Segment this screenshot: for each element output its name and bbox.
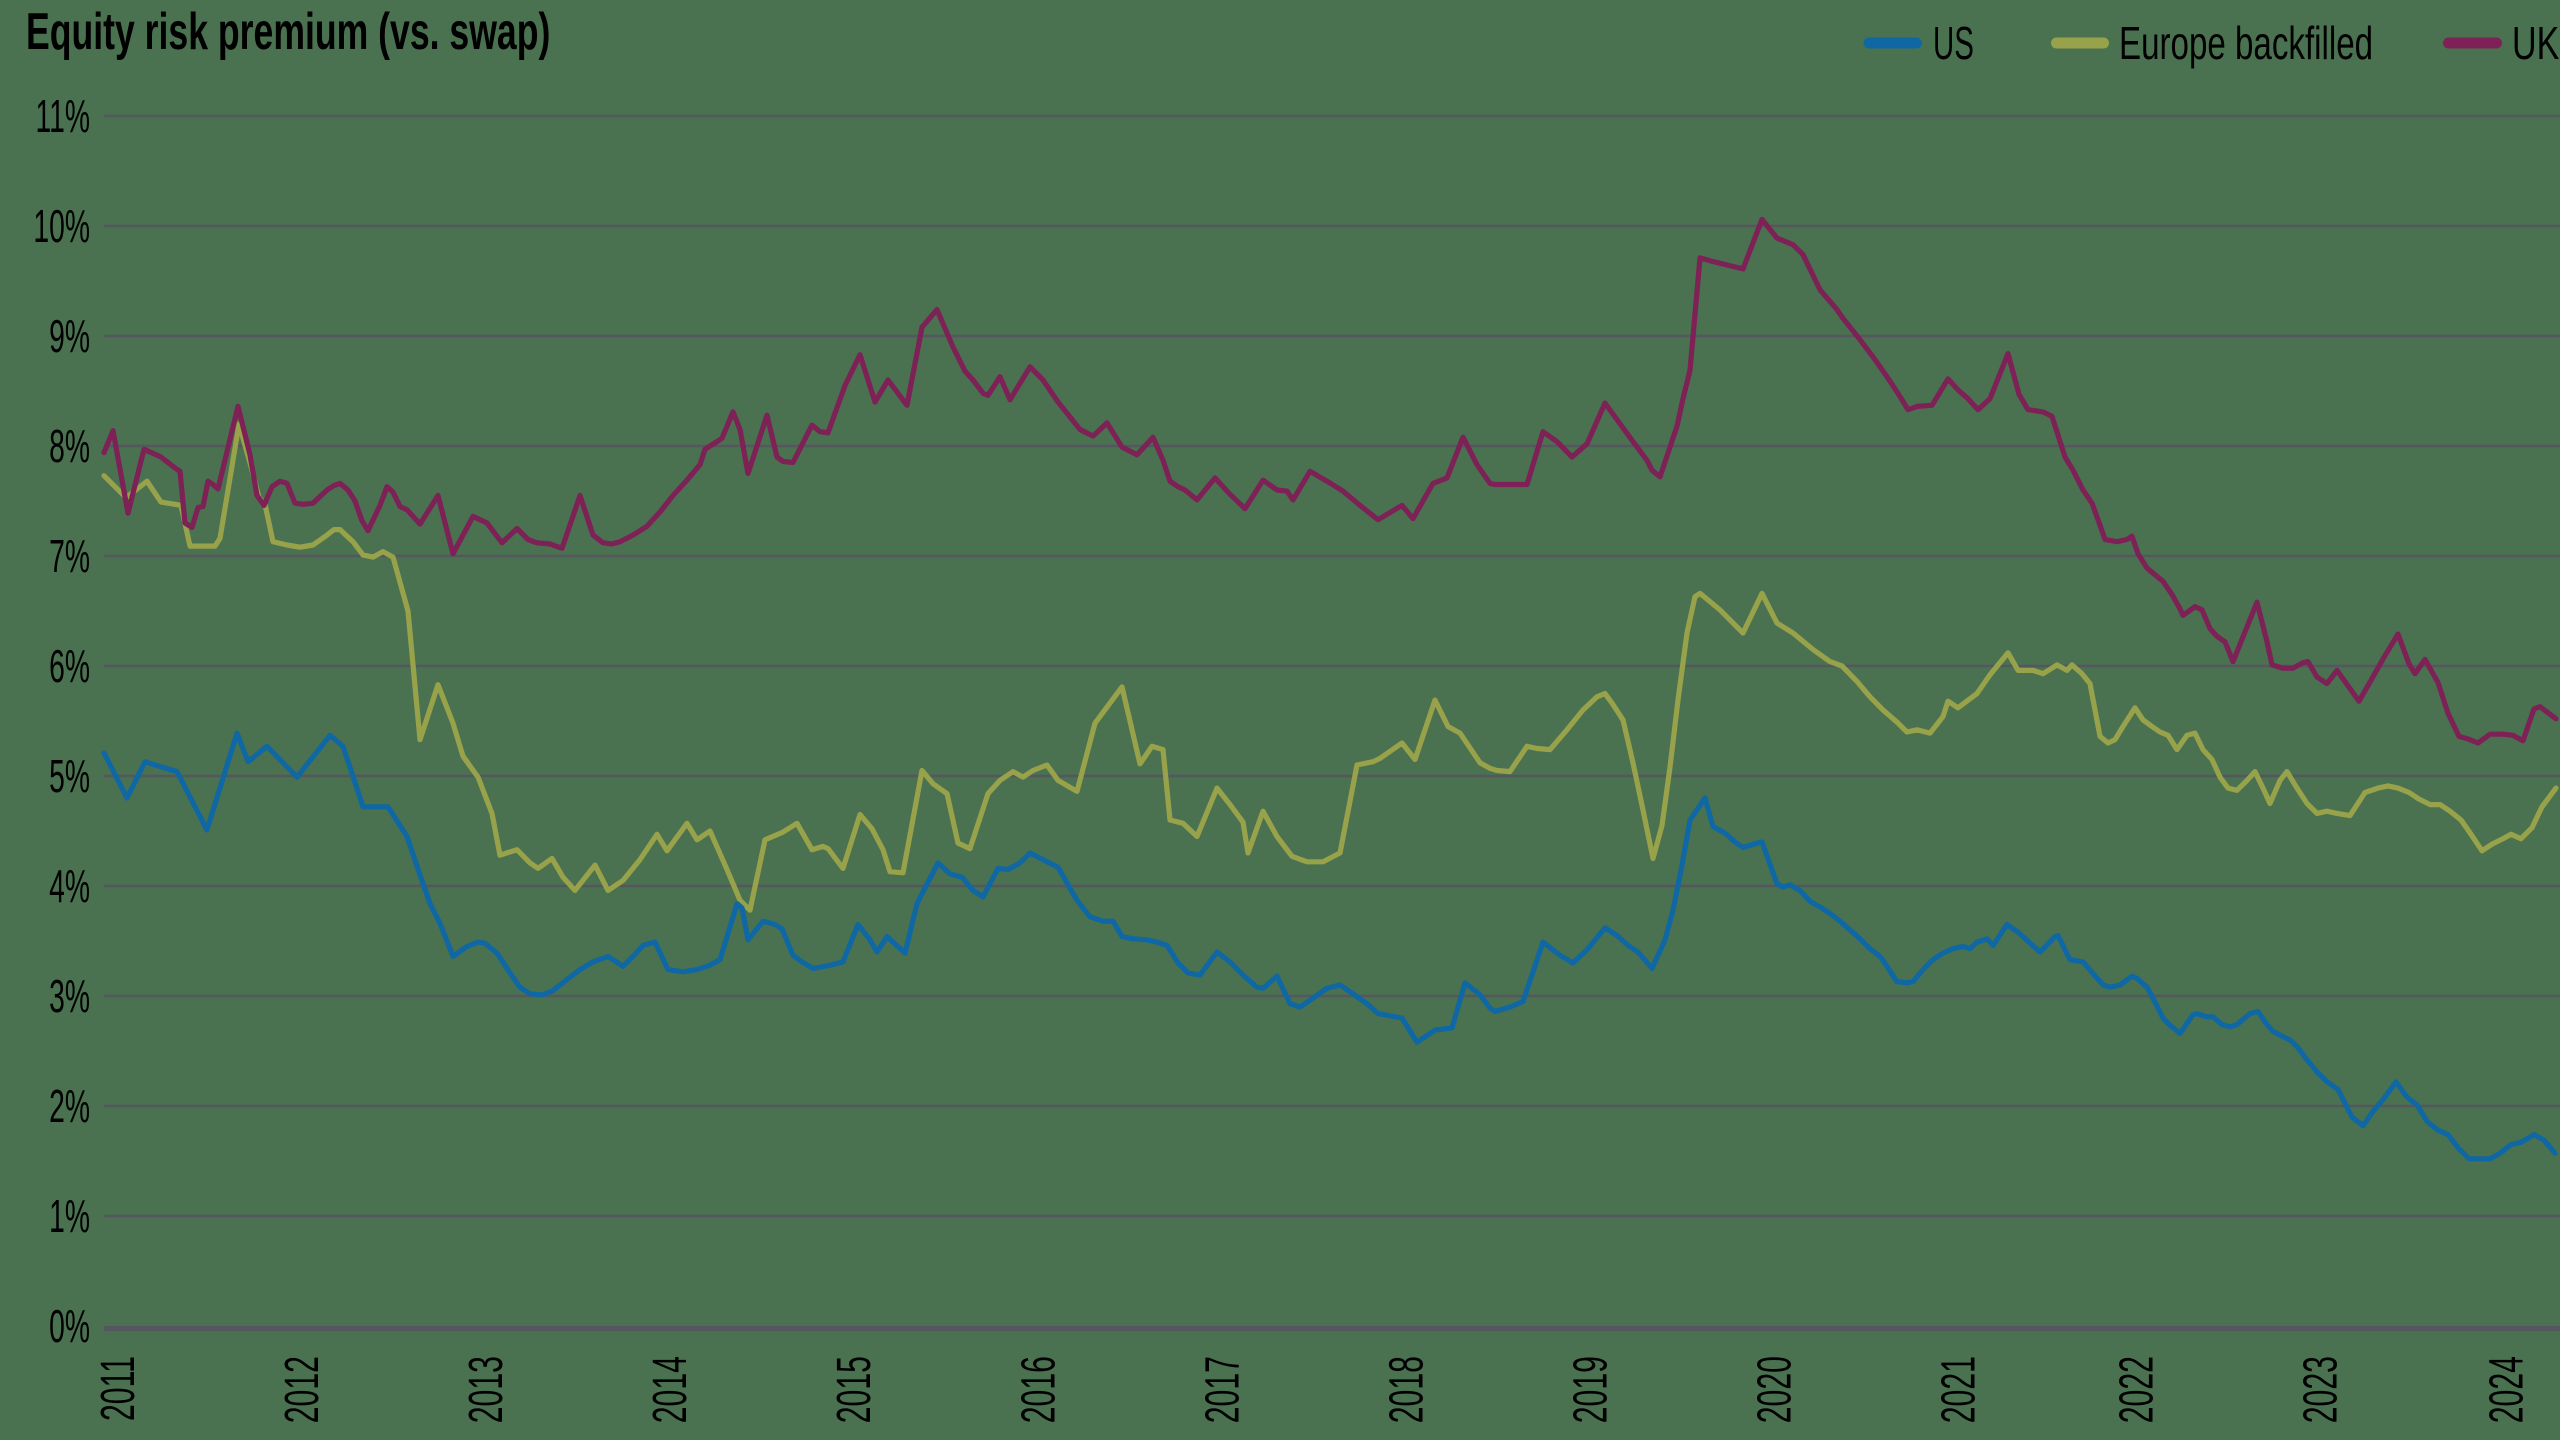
- svg-text:4%: 4%: [49, 861, 90, 913]
- svg-text:2020: 2020: [1749, 1356, 1802, 1423]
- svg-text:2015: 2015: [828, 1356, 881, 1423]
- svg-text:0%: 0%: [49, 1301, 90, 1353]
- svg-text:US: US: [1933, 19, 1974, 70]
- svg-text:8%: 8%: [49, 421, 90, 473]
- svg-text:9%: 9%: [49, 311, 90, 363]
- svg-text:11%: 11%: [35, 91, 90, 143]
- svg-text:7%: 7%: [49, 531, 90, 583]
- svg-text:2011: 2011: [92, 1356, 145, 1421]
- svg-text:5%: 5%: [49, 751, 90, 803]
- svg-text:2014: 2014: [644, 1356, 697, 1423]
- svg-text:6%: 6%: [49, 641, 90, 693]
- svg-text:2024: 2024: [2481, 1356, 2534, 1423]
- svg-text:2023: 2023: [2295, 1356, 2348, 1423]
- svg-text:2019: 2019: [1565, 1356, 1618, 1423]
- svg-text:1%: 1%: [49, 1191, 90, 1243]
- svg-text:2018: 2018: [1381, 1356, 1434, 1423]
- svg-text:2012: 2012: [276, 1356, 329, 1423]
- svg-text:Europe backfilled: Europe backfilled: [2119, 19, 2373, 69]
- svg-text:2016: 2016: [1013, 1356, 1066, 1423]
- svg-text:10%: 10%: [33, 201, 90, 253]
- svg-text:2%: 2%: [49, 1081, 90, 1133]
- svg-text:2013: 2013: [460, 1356, 513, 1423]
- svg-text:UK: UK: [2512, 17, 2559, 69]
- svg-text:2017: 2017: [1197, 1356, 1250, 1423]
- svg-text:Equity risk premium (vs. swap): Equity risk premium (vs. swap): [26, 3, 550, 60]
- svg-text:2021: 2021: [1933, 1356, 1986, 1423]
- svg-text:3%: 3%: [49, 971, 90, 1023]
- svg-text:2022: 2022: [2111, 1356, 2164, 1423]
